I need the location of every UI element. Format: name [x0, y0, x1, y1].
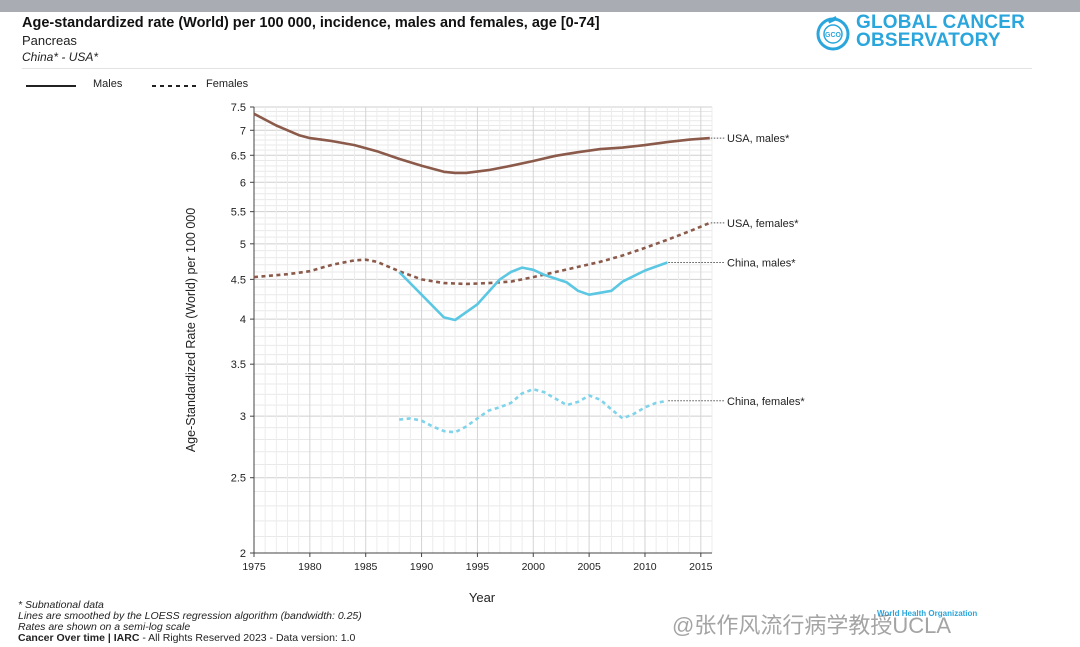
who-logo-text: World Health Organization	[877, 609, 978, 618]
legend-males-label: Males	[93, 78, 123, 90]
y-tick-label: 4.5	[231, 274, 246, 286]
x-tick-label: 2010	[633, 561, 657, 573]
gco-badge-text: GCO	[825, 32, 842, 39]
x-tick-label: 1995	[466, 561, 490, 573]
footnote-semilog: Rates are shown on a semi-log scale	[18, 621, 191, 633]
footnotes: * Subnational data Lines are smoothed by…	[18, 600, 362, 644]
gco-globe-icon: GCO	[816, 16, 850, 51]
top-bar	[0, 0, 1080, 12]
series-labels: USA, males* USA, females* China, males* Chi…	[668, 133, 805, 408]
series-end-label: USA, females*	[727, 218, 799, 230]
series-line-2	[398, 261, 668, 322]
y-tick-label: 6	[240, 177, 246, 189]
logo-line-1: GLOBAL CANCER	[856, 12, 1026, 33]
series-end-label: China, females*	[727, 396, 805, 408]
legend-females-label: Females	[206, 78, 249, 90]
gco-logo[interactable]: GCO GLOBAL CANCER OBSERVATORY	[816, 12, 1036, 54]
series-lines	[253, 112, 711, 434]
x-tick-label: 2000	[522, 561, 546, 573]
x-tick-label: 1980	[298, 561, 322, 573]
x-tick-label: 2015	[689, 561, 713, 573]
y-tick-label: 6.5	[231, 150, 246, 162]
logo-line-2: OBSERVATORY	[856, 30, 1001, 51]
footnote-copyright: Cancer Over time | IARC - All Rights Res…	[18, 633, 362, 644]
series-end-label: USA, males*	[727, 133, 790, 145]
footnote-rights: - All Rights Reserved 2023 - Data versio…	[139, 632, 356, 644]
axes: 2 2.5 3 3.5 4 4.5 5 5.5 6 6.5 7 7.5 1975 1980 1985 1990…	[231, 102, 713, 573]
y-tick-label: 5.5	[231, 207, 246, 219]
y-tick-label: 3.5	[231, 359, 246, 371]
y-tick-label: 3	[240, 411, 246, 423]
x-tick-label: 2005	[577, 561, 601, 573]
series-line-1	[253, 221, 711, 286]
x-tick-label: 1990	[410, 561, 434, 573]
footnote-subnational: * Subnational data	[18, 599, 104, 611]
footnote-loess: Lines are smoothed by the LOESS regressi…	[18, 610, 362, 622]
populations-label: China* - USA*	[22, 50, 99, 64]
watermark: @张作风流行病学教授UCLA	[672, 613, 952, 638]
y-tick-label: 4	[240, 314, 246, 326]
x-tick-label: 1975	[242, 561, 266, 573]
y-tick-label: 2.5	[231, 473, 246, 485]
series-line-0	[253, 112, 710, 175]
y-tick-label: 7.5	[231, 102, 246, 114]
y-tick-label: 2	[240, 548, 246, 560]
gco-logo-text: GLOBAL CANCER OBSERVATORY	[856, 12, 1026, 51]
series-line-3	[399, 387, 668, 434]
x-axis-label: Year	[469, 590, 496, 605]
grid	[253, 106, 713, 554]
y-tick-label: 7	[240, 125, 246, 137]
y-axis-label: Age-Standardized Rate (World) per 100 00…	[184, 208, 198, 452]
cancer-site: Pancreas	[22, 33, 77, 48]
chart-title: Age-standardized rate (World) per 100 00…	[22, 15, 600, 31]
y-tick-label: 5	[240, 239, 246, 251]
legend: Males Females	[22, 78, 322, 94]
legend-swatches	[26, 85, 200, 87]
header-divider	[22, 68, 1032, 69]
footnote-source: Cancer Over time | IARC	[18, 632, 140, 644]
series-end-label: China, males*	[727, 258, 796, 270]
x-tick-label: 1985	[354, 561, 378, 573]
